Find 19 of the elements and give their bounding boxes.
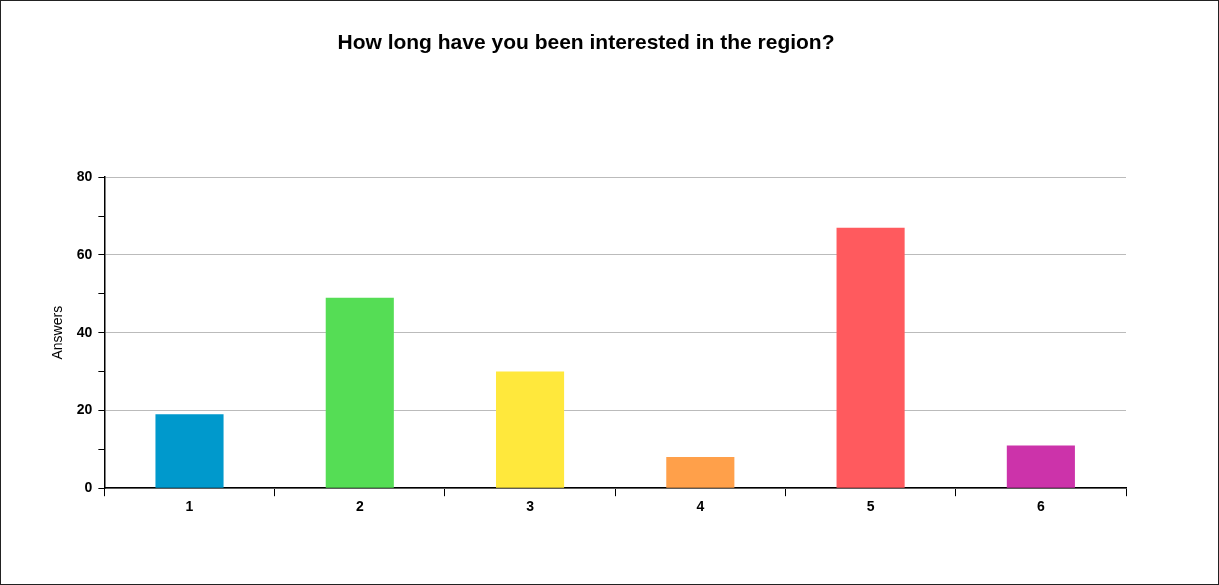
y-tick-label: 80 [76,168,93,185]
bar [325,297,394,488]
bar [155,414,224,488]
x-tick-label: 5 [866,498,875,515]
x-tick-label: 2 [355,498,364,515]
x-tick-label: 6 [1036,498,1045,515]
y-tick-label: 0 [84,479,93,496]
bar [496,371,565,488]
bar [836,227,905,488]
y-tick-label: 40 [76,323,93,340]
x-tick-label: 4 [696,498,705,515]
chart-title: How long have you been interested in the region? [337,30,835,54]
y-tick-label: 60 [76,245,93,262]
y-axis-title: Answers [49,305,66,360]
y-tick-label: 20 [76,401,93,418]
x-tick-label: 1 [185,498,194,515]
bar [666,457,735,488]
x-tick-label: 3 [526,498,535,515]
bar [1006,445,1075,488]
